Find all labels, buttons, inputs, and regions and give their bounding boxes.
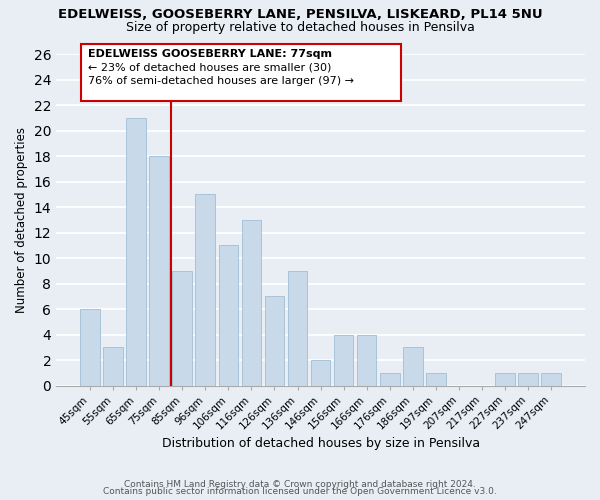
Bar	[172, 271, 192, 386]
Bar	[426, 373, 446, 386]
Text: 76% of semi-detached houses are larger (97) →: 76% of semi-detached houses are larger (…	[88, 76, 353, 86]
Text: Contains HM Land Registry data © Crown copyright and database right 2024.: Contains HM Land Registry data © Crown c…	[124, 480, 476, 489]
Bar	[149, 156, 169, 386]
Bar	[518, 373, 538, 386]
Bar	[218, 246, 238, 386]
Bar	[265, 296, 284, 386]
Bar	[334, 334, 353, 386]
Text: Size of property relative to detached houses in Pensilva: Size of property relative to detached ho…	[125, 21, 475, 34]
Bar	[103, 348, 123, 386]
Text: EDELWEISS, GOOSEBERRY LANE, PENSILVA, LISKEARD, PL14 5NU: EDELWEISS, GOOSEBERRY LANE, PENSILVA, LI…	[58, 8, 542, 20]
Bar	[403, 348, 422, 386]
Bar	[380, 373, 400, 386]
Bar	[541, 373, 561, 386]
Bar	[127, 118, 146, 386]
FancyBboxPatch shape	[81, 44, 401, 102]
Bar	[242, 220, 261, 386]
Bar	[80, 309, 100, 386]
Y-axis label: Number of detached properties: Number of detached properties	[15, 127, 28, 313]
Bar	[357, 334, 376, 386]
Text: ← 23% of detached houses are smaller (30): ← 23% of detached houses are smaller (30…	[88, 62, 331, 72]
Bar	[196, 194, 215, 386]
Text: Contains public sector information licensed under the Open Government Licence v3: Contains public sector information licen…	[103, 488, 497, 496]
Bar	[311, 360, 331, 386]
Bar	[495, 373, 515, 386]
Bar	[288, 271, 307, 386]
Text: EDELWEISS GOOSEBERRY LANE: 77sqm: EDELWEISS GOOSEBERRY LANE: 77sqm	[88, 50, 332, 59]
X-axis label: Distribution of detached houses by size in Pensilva: Distribution of detached houses by size …	[161, 437, 479, 450]
